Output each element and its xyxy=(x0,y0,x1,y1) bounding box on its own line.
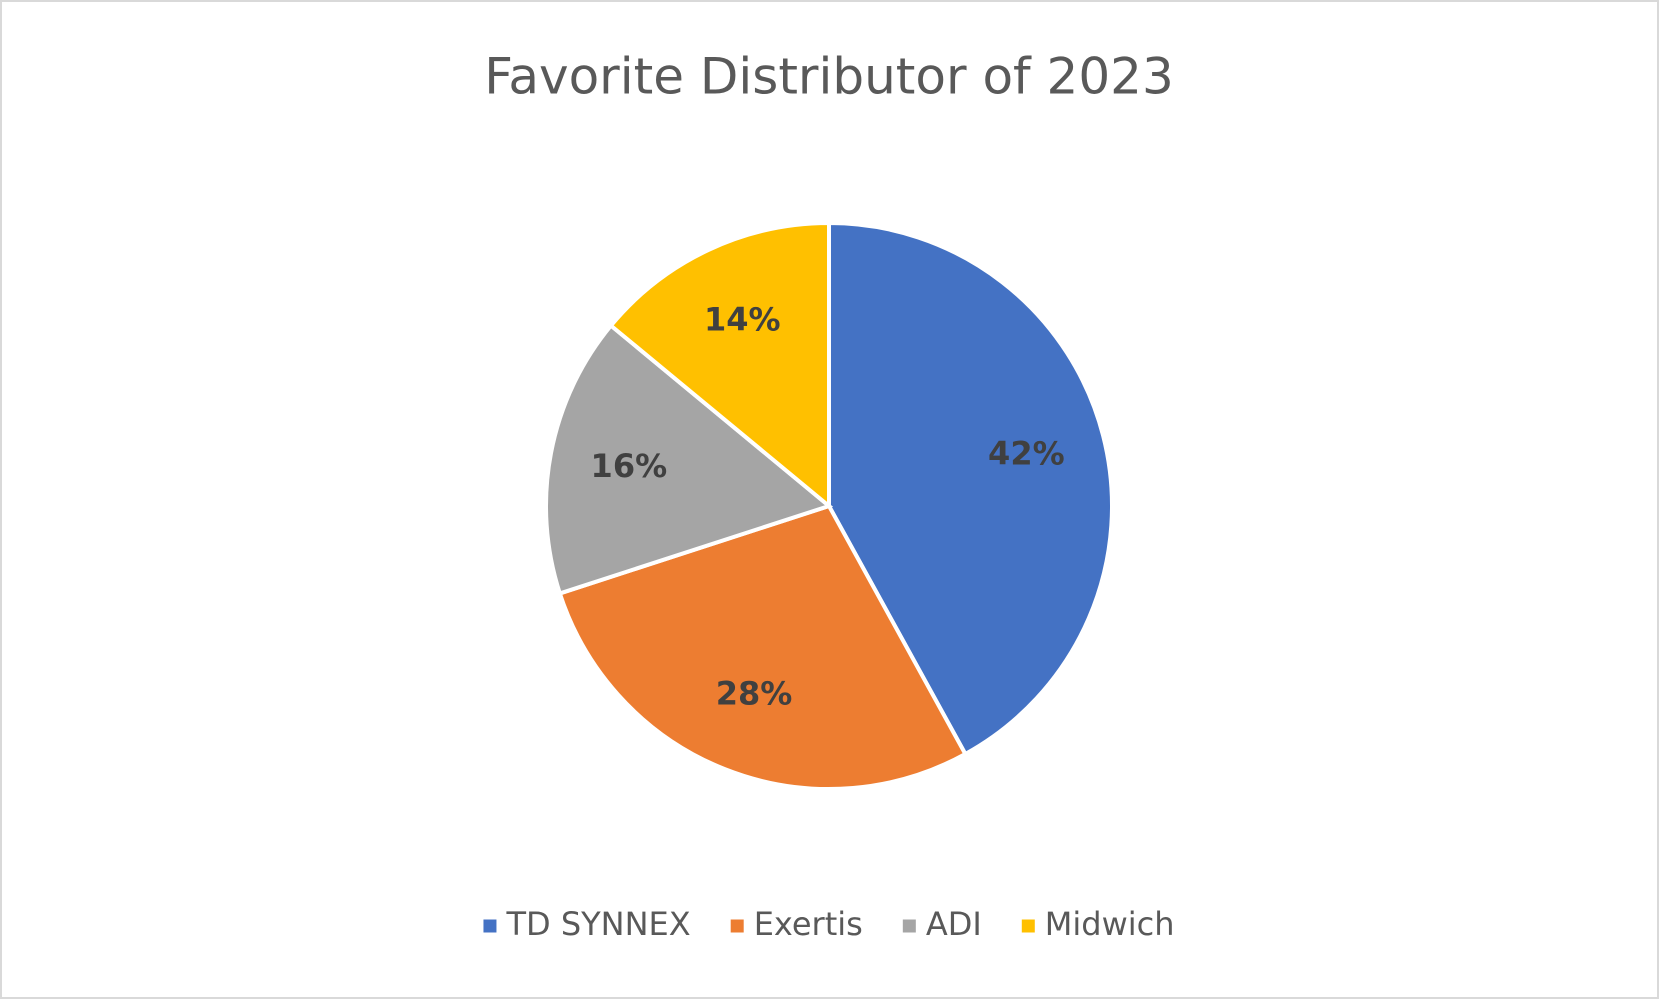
legend-marker xyxy=(1021,919,1035,933)
legend-marker xyxy=(902,919,916,933)
data-label: 16% xyxy=(591,447,668,485)
pie-slice xyxy=(557,503,969,791)
legend-marker xyxy=(730,919,744,933)
chart-title: Favorite Distributor of 2023 xyxy=(484,48,1174,106)
data-label: 28% xyxy=(716,674,793,712)
legend-marker xyxy=(483,919,497,933)
data-label: 14% xyxy=(704,301,781,339)
legend-label: ADI xyxy=(926,905,982,943)
pie-slice xyxy=(544,322,834,596)
legend-label: Exertis xyxy=(754,905,863,943)
legend-label: Midwich xyxy=(1045,905,1175,943)
pie-slice xyxy=(827,220,1114,757)
pie-slice xyxy=(608,220,831,511)
legend: TD SYNNEX Exertis ADI Midwich xyxy=(483,905,1175,943)
legend-label: TD SYNNEX xyxy=(505,905,690,943)
data-label: 42% xyxy=(988,434,1065,472)
